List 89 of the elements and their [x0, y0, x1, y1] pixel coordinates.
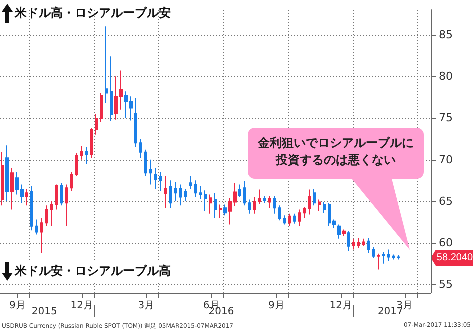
candlestick [293, 213, 296, 224]
candlestick [199, 186, 202, 200]
candlestick [392, 254, 395, 260]
candlestick [243, 180, 246, 206]
candlestick [342, 229, 346, 237]
candlestick [169, 180, 172, 209]
candlestick [268, 196, 271, 209]
candlestick [313, 188, 316, 206]
candlestick [258, 189, 261, 204]
candlestick [248, 199, 251, 214]
candlestick [95, 114, 98, 136]
y-tick-label: 85 [439, 28, 453, 42]
candlestick [323, 202, 326, 214]
candlestick [35, 219, 38, 236]
candlestick [149, 159, 152, 186]
x-tick-label: 3月 [138, 300, 155, 312]
candlestick [70, 172, 73, 192]
annotation: 米ドル高・ロシアルーブル安 [15, 5, 171, 22]
candlestick [253, 196, 256, 214]
candlestick [134, 98, 137, 148]
candlestick [10, 168, 14, 210]
candlestick [164, 176, 167, 209]
candlestick [219, 204, 222, 219]
candlestick [40, 218, 43, 254]
candlestick [298, 209, 301, 227]
candlestick [189, 176, 192, 190]
x-tick-label: 12月 [70, 300, 94, 312]
y-tick-label: 55 [439, 278, 453, 292]
candlestick [372, 246, 375, 259]
candlestick [184, 188, 187, 202]
candlestick [387, 249, 390, 262]
y-tick-label: 80 [439, 70, 453, 84]
candlestick [223, 204, 227, 216]
candlestick [75, 152, 78, 177]
candlestick [174, 182, 177, 202]
candlestick [377, 253, 380, 270]
candlestick [144, 149, 147, 177]
candlestick [5, 145, 9, 202]
y-tick-label: 70 [439, 153, 453, 166]
candlestick [352, 238, 355, 250]
candlestick [347, 230, 350, 252]
candlestick [273, 196, 276, 214]
candlestick [357, 238, 360, 249]
candlestick [159, 172, 162, 192]
candlestick [50, 200, 53, 227]
candlestick [100, 92, 103, 123]
candlestick [55, 184, 58, 210]
candlestick [45, 205, 48, 227]
x2-tick-label: 2015 [32, 306, 58, 318]
candlestick [238, 184, 241, 198]
candlestick [367, 238, 370, 254]
candlestick [263, 196, 266, 204]
candlestick [214, 192, 217, 219]
candlestick [318, 199, 321, 212]
text: 58.2040 [436, 252, 474, 264]
candlestick [60, 182, 63, 206]
candlestick [90, 128, 93, 159]
x-tick-label: 12月 [330, 300, 352, 312]
x2-tick-label: 2017 [378, 306, 404, 318]
x-tick-label: 9月 [268, 300, 285, 312]
candlestick [1, 152, 4, 206]
y-tick-label: 65 [439, 194, 453, 208]
candlestick [362, 238, 365, 247]
candlestick [308, 189, 311, 216]
y-tick-label: 75 [439, 112, 453, 125]
candlestick [154, 168, 157, 190]
candlestick [337, 224, 341, 240]
candlestick [139, 138, 142, 159]
candlestick [288, 213, 291, 227]
candlestick [65, 184, 68, 227]
y-tick-label: 60 [439, 236, 453, 250]
candlestick [397, 255, 400, 260]
candlestick [283, 215, 286, 226]
x-tick-label: 9月 [10, 300, 26, 312]
candlestick [278, 205, 281, 222]
candlestick [194, 180, 197, 198]
annotation: 米ドル安・ロシアルーブル高 [15, 262, 171, 281]
candlestick [105, 26, 108, 104]
candlestick [110, 56, 113, 122]
candlestick [25, 188, 28, 206]
candlestick [85, 146, 88, 164]
candlestick [303, 206, 306, 219]
candlestick [382, 252, 385, 264]
candlestick [204, 190, 207, 212]
candlestick [209, 194, 212, 214]
annotation: 金利狙いでロシアルーブルに投資するのは悪くない [257, 135, 415, 169]
candlestick [80, 146, 83, 160]
candlestick [179, 184, 182, 206]
candlestick [30, 186, 33, 232]
